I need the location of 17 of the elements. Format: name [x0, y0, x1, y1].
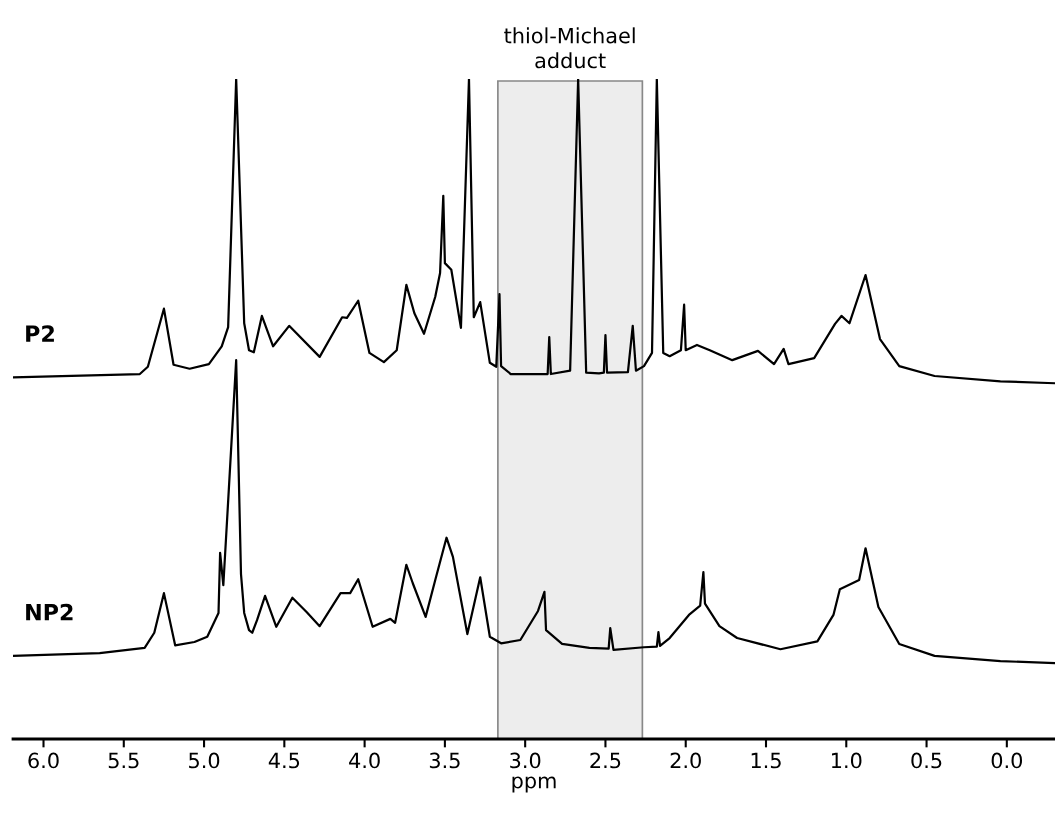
x-tick-label: 3.0: [510, 752, 541, 769]
x-tick-label: 0.5: [911, 752, 942, 769]
x-tick-label: 2.5: [590, 752, 621, 769]
x-tick-label: 6.0: [28, 752, 59, 769]
x-tick-label: 4.5: [268, 752, 300, 769]
series-label: NP2: [26, 603, 73, 621]
x-axis-title: ppm: [512, 776, 556, 793]
x-tick-label: 2.0: [670, 752, 701, 769]
series-label: P2: [26, 325, 54, 342]
x-tick-label: 0.0: [991, 752, 1023, 769]
x-tick-label: 5.5: [108, 752, 139, 769]
x-tick-label: 4.0: [349, 752, 380, 769]
x-tick-label: 5.0: [189, 752, 220, 769]
x-tick-label: 1.0: [832, 752, 862, 769]
x-tick-label: 3.5: [429, 752, 460, 769]
x-tick-label: 1.5: [751, 752, 781, 769]
band-label: thiol-Michael adduct: [504, 27, 635, 69]
